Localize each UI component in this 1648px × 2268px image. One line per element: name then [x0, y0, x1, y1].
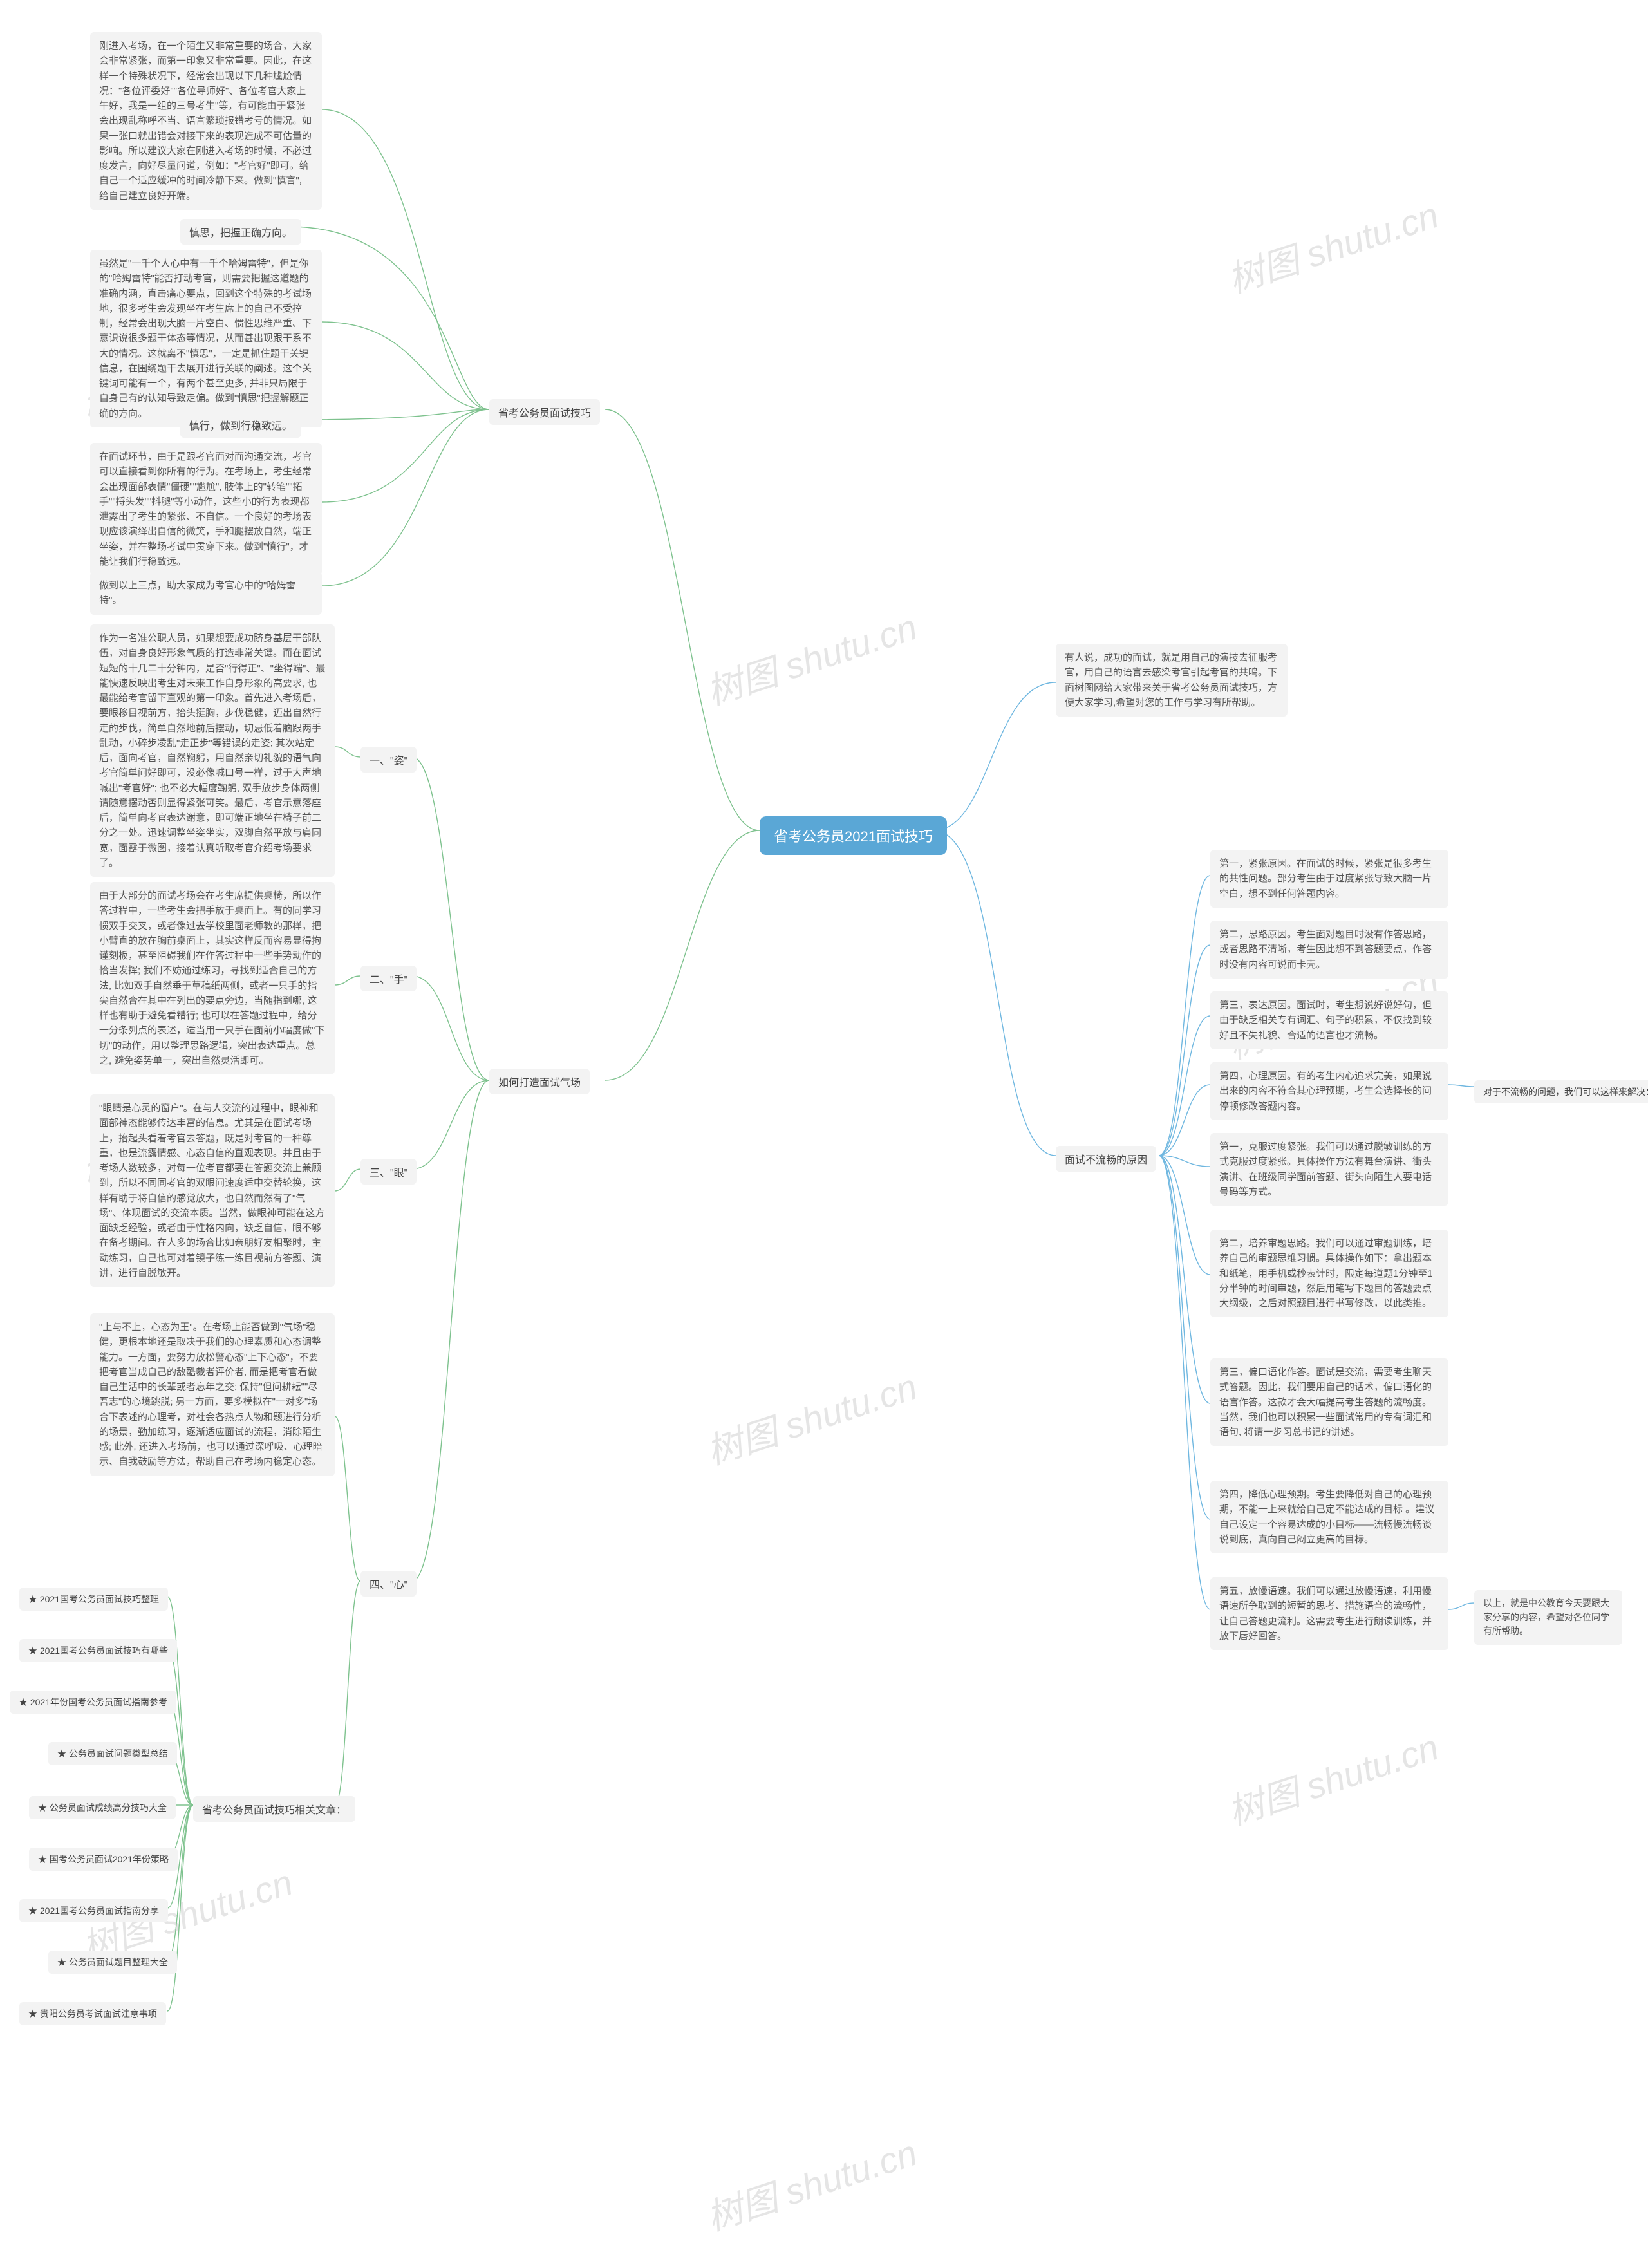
tips-item-2: 虽然是"一千个人心中有一千个哈姆雷特"，但是你的"哈姆雷特"能否打动考官，则需要… — [90, 250, 322, 427]
aura-label-3: 三、"眼" — [360, 1159, 417, 1185]
aura-title: 如何打造面试气场 — [489, 1069, 590, 1094]
watermark: 树图 shutu.cn — [699, 599, 923, 716]
aura-label-4: 四、"心" — [360, 1571, 417, 1597]
related-link-2[interactable]: ★ 2021年份国考公务员面试指南参考 — [10, 1691, 176, 1714]
related-link-0[interactable]: ★ 2021国考公务员面试技巧整理 — [19, 1588, 168, 1611]
aura-text-1: 作为一名准公职人员，如果想要成功跻身基层干部队伍，对自身良好形象气质的打造非常关… — [90, 624, 335, 877]
reason-4: 第四，心理原因。有的考生内心追求完美，如果说出来的内容不符合其心理预期，考生会选… — [1210, 1062, 1448, 1120]
reason-1: 第一，紧张原因。在面试的时候，紧张是很多考生的共性问题。部分考生由于过度紧张导致… — [1210, 850, 1448, 908]
aura-label-1: 一、"姿" — [360, 747, 417, 773]
right-branch-title: 面试不流畅的原因 — [1056, 1146, 1156, 1172]
related-link-3[interactable]: ★ 公务员面试问题类型总结 — [48, 1742, 177, 1765]
reason-3: 第三，表达原因。面试时，考生想说好说好句，但由于缺乏相关专有词汇、句子的积累，不… — [1210, 991, 1448, 1049]
solution-5-tail: 以上，就是中公教育今天要跟大家分享的内容，希望对各位同学有所帮助。 — [1474, 1590, 1622, 1645]
aura-label-2: 二、"手" — [360, 966, 417, 991]
watermark: 树图 shutu.cn — [699, 1358, 923, 1476]
watermark: 树图 shutu.cn — [699, 2124, 923, 2242]
related-link-7[interactable]: ★ 公务员面试题目整理大全 — [48, 1951, 177, 1974]
aura-text-3: "眼睛是心灵的窗户"。在与人交流的过程中，眼神和面部神态能够传达丰富的信息。尤其… — [90, 1094, 335, 1287]
aura-text-2: 由于大部分的面试考场会在考生席提供桌椅，所以作答过程中，一些考生会把手放于桌面上… — [90, 882, 335, 1074]
related-link-1[interactable]: ★ 2021国考公务员面试技巧有哪些 — [19, 1639, 177, 1662]
tips-item-3-header: 慎行，做到行稳致远。 — [180, 412, 301, 438]
aura-text-4: "上与不上，心态为王"。在考场上能否做到"气场"稳健，更根本地还是取决于我们的心… — [90, 1313, 335, 1476]
solution-5: 第五，放慢语速。我们可以通过放慢语速，利用慢语速所争取到的短暂的思考、措施语音的… — [1210, 1577, 1448, 1650]
solution-1: 第一，克服过度紧张。我们可以通过脱敏训练的方式克服过度紧张。具体操作方法有舞台演… — [1210, 1133, 1448, 1206]
related-link-8[interactable]: ★ 贵阳公务员考试面试注意事项 — [19, 2002, 166, 2025]
related-title: 省考公务员面试技巧相关文章： — [193, 1796, 355, 1822]
tips-item-1-header: 慎思，把握正确方向。 — [180, 219, 301, 245]
reason-4-tail: 对于不流畅的问题，我们可以这样来解决： — [1474, 1080, 1648, 1103]
related-link-4[interactable]: ★ 公务员面试成绩高分技巧大全 — [29, 1796, 176, 1819]
related-link-5[interactable]: ★ 国考公务员面试2021年份策略 — [29, 1848, 178, 1871]
watermark: 树图 shutu.cn — [1221, 1719, 1445, 1836]
solution-3: 第三，偏口语化作答。面试是交流，需要考生聊天式答题。因此，我们要用自己的话术，偏… — [1210, 1358, 1448, 1446]
tips-title: 省考公务员面试技巧 — [489, 399, 600, 425]
root-node: 省考公务员2021面试技巧 — [760, 816, 947, 855]
tips-item-0: 刚进入考场，在一个陌生又非常重要的场合，大家会非常紧张，而第一印象又非常重要。因… — [90, 32, 322, 210]
reason-2: 第二，思路原因。考生面对题目时没有作答思路，或者思路不清晰，考生因此想不到答题要… — [1210, 921, 1448, 979]
tips-item-4: 在面试环节，由于是跟考官面对面沟通交流，考官可以直接看到你所有的行为。在考场上，… — [90, 443, 322, 576]
solution-4: 第四，降低心理预期。考生要降低对自己的心理预期，不能一上来就给自己定不能达成的目… — [1210, 1481, 1448, 1553]
solution-2: 第二，培养审题思路。我们可以通过审题训练，培养自己的审题思维习惯。具体操作如下：… — [1210, 1230, 1448, 1317]
watermark: 树图 shutu.cn — [1221, 187, 1445, 304]
intro-text: 有人说，成功的面试，就是用自己的演技去征服考官，用自己的语言去感染考官引起考官的… — [1056, 644, 1288, 717]
related-link-6[interactable]: ★ 2021国考公务员面试指南分享 — [19, 1899, 168, 1922]
tips-item-5: 做到以上三点，助大家成为考官心中的"哈姆雷特"。 — [90, 572, 322, 615]
